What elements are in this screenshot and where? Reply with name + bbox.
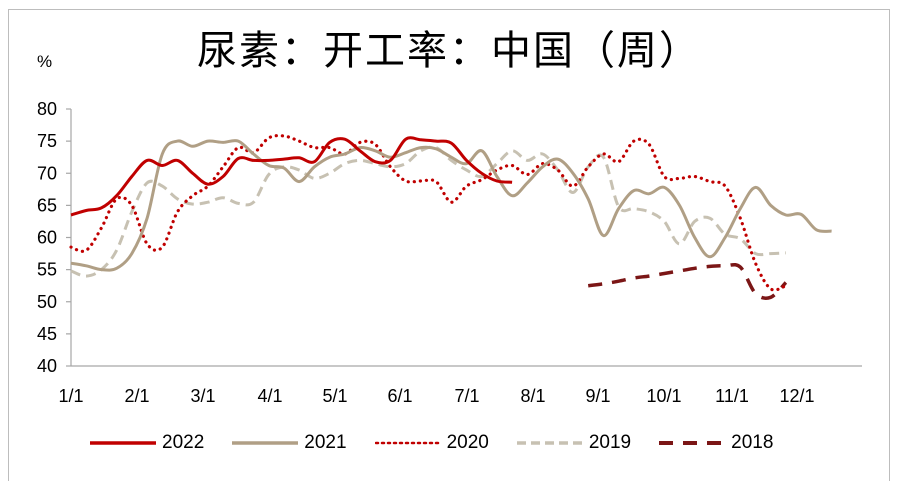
y-tick-label: 50 (37, 292, 57, 312)
legend-swatch-dashed-darkred (659, 441, 726, 445)
series-line-2018 (587, 262, 788, 300)
x-tick-label: 11/1 (715, 386, 749, 406)
x-tick-label: 5/1 (322, 386, 347, 406)
y-tick-label: 60 (37, 228, 57, 248)
legend-swatch-solid-tan (232, 441, 299, 445)
x-tick-label: 3/1 (190, 386, 215, 406)
x-tick-label: 10/1 (646, 386, 681, 406)
y-tick-label: 45 (37, 324, 57, 344)
series-line-2021 (70, 139, 832, 272)
x-tick-label: 7/1 (454, 386, 479, 406)
legend-item-2022: 2022 (90, 432, 204, 454)
legend-item-2019: 2019 (516, 432, 631, 454)
series-line-2020 (69, 133, 788, 292)
legend-swatch-dashed-grey (516, 441, 583, 445)
legend-swatch-solid-red (90, 441, 156, 445)
legend-item-2018: 2018 (659, 432, 773, 454)
y-tick-label: 55 (37, 260, 57, 280)
legend-swatch-dotted-red (374, 441, 441, 445)
chart-title: 尿素：开工率：中国（周） (197, 28, 701, 74)
y-axis-unit: % (37, 52, 53, 71)
legend-item-2020: 2020 (374, 432, 489, 454)
y-tick-label: 80 (37, 99, 57, 119)
series-line-2022 (70, 136, 513, 217)
y-tick-label: 75 (37, 131, 57, 151)
legend: 2022 2021 2020 2019 2018 (90, 432, 801, 454)
x-tick-label: 12/1 (779, 386, 814, 406)
x-tick-label: 9/1 (585, 386, 610, 406)
x-tick-label: 2/1 (124, 386, 149, 406)
x-tick-label: 8/1 (520, 386, 545, 406)
x-tick-label: 6/1 (387, 386, 412, 406)
chart-frame (8, 9, 890, 481)
x-tick-label: 1/1 (58, 386, 83, 406)
x-tick-label: 4/1 (257, 386, 282, 406)
y-tick-label: 40 (37, 356, 57, 376)
y-tick-label: 65 (37, 195, 57, 215)
legend-item-2021: 2021 (232, 432, 347, 454)
y-tick-label: 70 (37, 163, 57, 183)
